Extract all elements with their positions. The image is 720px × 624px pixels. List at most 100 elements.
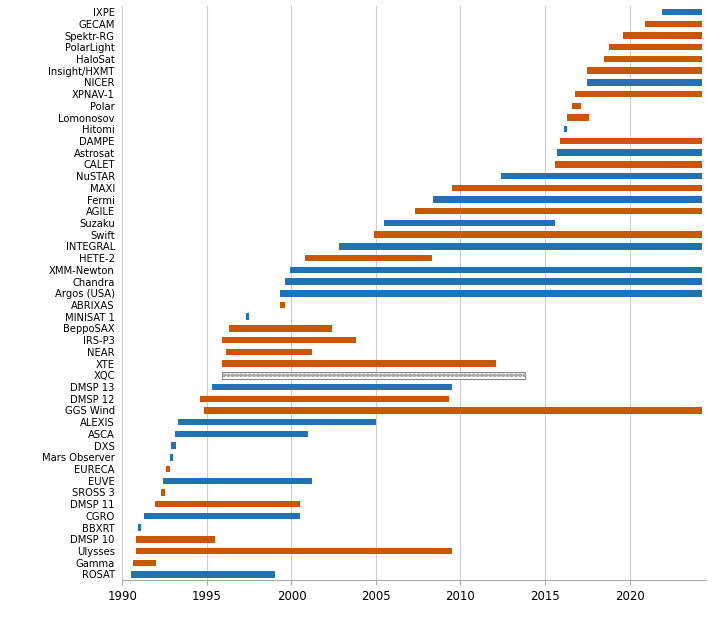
Bar xyxy=(171,442,176,449)
Bar xyxy=(374,232,702,238)
Bar xyxy=(609,44,702,51)
Circle shape xyxy=(286,374,289,376)
Bar xyxy=(200,396,449,402)
Circle shape xyxy=(438,374,441,376)
Bar xyxy=(222,372,525,379)
Bar xyxy=(284,278,702,285)
Circle shape xyxy=(392,374,395,376)
Circle shape xyxy=(510,374,513,376)
Bar xyxy=(560,138,702,144)
Bar xyxy=(170,454,173,461)
Circle shape xyxy=(409,374,412,376)
Circle shape xyxy=(472,374,475,376)
Bar xyxy=(155,501,300,507)
Bar xyxy=(384,220,555,227)
Circle shape xyxy=(396,374,399,376)
Circle shape xyxy=(265,374,268,376)
Circle shape xyxy=(514,374,518,376)
Circle shape xyxy=(261,374,264,376)
Bar xyxy=(279,302,284,308)
Circle shape xyxy=(320,374,323,376)
Bar xyxy=(136,548,452,554)
Circle shape xyxy=(506,374,509,376)
Circle shape xyxy=(244,374,247,376)
Circle shape xyxy=(240,374,243,376)
Bar xyxy=(604,56,702,62)
Bar xyxy=(433,197,702,203)
Bar xyxy=(222,337,356,343)
Bar xyxy=(131,571,274,578)
Circle shape xyxy=(315,374,319,376)
Circle shape xyxy=(371,374,374,376)
Bar xyxy=(175,431,308,437)
Circle shape xyxy=(269,374,272,376)
Circle shape xyxy=(383,374,387,376)
Circle shape xyxy=(459,374,462,376)
Circle shape xyxy=(282,374,285,376)
Circle shape xyxy=(290,374,293,376)
Circle shape xyxy=(455,374,458,376)
Bar xyxy=(567,114,589,121)
Circle shape xyxy=(354,374,357,376)
Circle shape xyxy=(443,374,446,376)
Circle shape xyxy=(337,374,340,376)
Circle shape xyxy=(400,374,403,376)
Circle shape xyxy=(307,374,310,376)
Circle shape xyxy=(480,374,484,376)
Circle shape xyxy=(387,374,390,376)
Circle shape xyxy=(417,374,420,376)
Bar xyxy=(222,360,496,367)
Circle shape xyxy=(235,374,238,376)
Bar xyxy=(225,349,312,355)
Bar xyxy=(339,243,702,250)
Bar xyxy=(289,266,702,273)
Circle shape xyxy=(294,374,297,376)
Circle shape xyxy=(252,374,256,376)
Bar xyxy=(161,489,165,495)
Circle shape xyxy=(324,374,327,376)
Bar xyxy=(572,102,580,109)
Circle shape xyxy=(274,374,276,376)
Bar xyxy=(138,524,141,531)
Bar xyxy=(555,161,702,168)
Bar xyxy=(212,384,452,390)
Bar xyxy=(132,560,156,566)
Circle shape xyxy=(222,374,226,376)
Circle shape xyxy=(451,374,454,376)
Circle shape xyxy=(413,374,416,376)
Circle shape xyxy=(366,374,369,376)
Circle shape xyxy=(346,374,348,376)
Bar xyxy=(163,477,312,484)
Circle shape xyxy=(498,374,500,376)
Circle shape xyxy=(333,374,336,376)
Bar xyxy=(452,185,702,191)
Circle shape xyxy=(341,374,344,376)
Circle shape xyxy=(485,374,487,376)
Circle shape xyxy=(328,374,331,376)
Bar xyxy=(415,208,702,215)
Circle shape xyxy=(493,374,496,376)
Bar xyxy=(305,255,432,261)
Bar xyxy=(166,466,170,472)
Circle shape xyxy=(299,374,302,376)
Bar xyxy=(575,91,702,97)
Circle shape xyxy=(375,374,378,376)
Circle shape xyxy=(489,374,492,376)
Bar xyxy=(644,21,702,27)
Circle shape xyxy=(231,374,234,376)
Bar xyxy=(136,536,215,542)
Bar xyxy=(662,9,702,16)
Circle shape xyxy=(430,374,433,376)
Circle shape xyxy=(349,374,353,376)
Circle shape xyxy=(523,374,526,376)
Bar xyxy=(588,67,702,74)
Circle shape xyxy=(518,374,521,376)
Bar xyxy=(204,407,702,414)
Bar xyxy=(145,513,300,519)
Bar xyxy=(279,290,702,296)
Bar xyxy=(246,313,249,320)
Bar xyxy=(623,32,702,39)
Circle shape xyxy=(434,374,437,376)
Circle shape xyxy=(303,374,306,376)
Circle shape xyxy=(362,374,365,376)
